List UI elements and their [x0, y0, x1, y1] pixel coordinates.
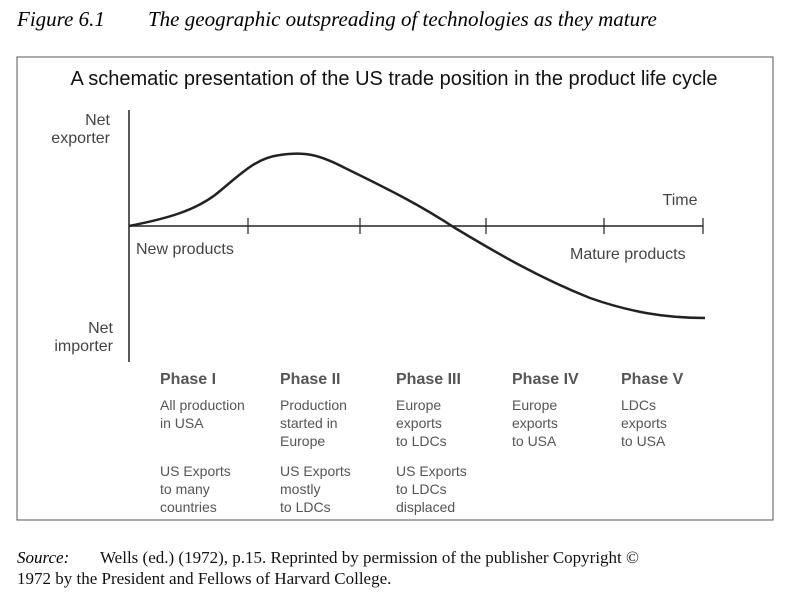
- phase-exports: to LDCs: [396, 481, 447, 497]
- phase-name: Phase I: [160, 371, 216, 388]
- phase-exports: US Exports: [160, 463, 231, 479]
- source-label: Source:: [17, 548, 69, 567]
- phase-activity: exports: [621, 415, 667, 431]
- start-label: New products: [136, 241, 234, 258]
- phase-activity: LDCs: [621, 397, 656, 413]
- phase-name: Phase III: [396, 371, 461, 388]
- phase-ticks: [247, 218, 704, 234]
- source-line: Wells (ed.) (1972), p.15. Reprinted by p…: [100, 548, 639, 567]
- phase-activity: Production: [280, 397, 347, 413]
- phase-name: Phase II: [280, 371, 340, 388]
- y-top-label: exporter: [51, 130, 110, 147]
- x-label: Time: [663, 192, 698, 209]
- phase-name: Phase IV: [512, 371, 579, 388]
- phase-activity: to LDCs: [396, 433, 447, 449]
- phase-activity: Europe: [512, 397, 557, 413]
- diagram-title: A schematic presentation of the US trade…: [70, 68, 717, 90]
- phase-activity: All production: [160, 397, 245, 413]
- phase-activity: to USA: [621, 433, 666, 449]
- phase-exports: US Exports: [280, 463, 351, 479]
- phase-exports: mostly: [280, 481, 320, 497]
- figure-title: The geographic outspreading of technolog…: [148, 7, 657, 31]
- y-bottom-label: Net: [88, 320, 113, 337]
- phase-activity: Europe: [280, 433, 325, 449]
- y-bottom-label: importer: [54, 338, 113, 355]
- phase-exports: countries: [160, 499, 217, 515]
- phase-activity: started in: [280, 415, 338, 431]
- trade-curve: [128, 152, 706, 320]
- source-line: 1972 by the President and Fellows of Har…: [17, 569, 391, 588]
- phase-activity: Europe: [396, 397, 441, 413]
- figure-label: Figure 6.1: [16, 7, 105, 31]
- phase-activity: to USA: [512, 433, 557, 449]
- phase-activity: exports: [512, 415, 558, 431]
- phase-exports: to LDCs: [280, 499, 331, 515]
- phase-exports: US Exports: [396, 463, 467, 479]
- phase-activity: exports: [396, 415, 442, 431]
- end-label: Mature products: [570, 246, 686, 263]
- phase-exports: to many: [160, 481, 210, 497]
- diagram-frame: [16, 56, 774, 521]
- phase-name: Phase V: [621, 371, 684, 388]
- y-top-label: Net: [85, 112, 110, 129]
- phase-exports: displaced: [396, 499, 455, 515]
- phase-activity: in USA: [160, 415, 204, 431]
